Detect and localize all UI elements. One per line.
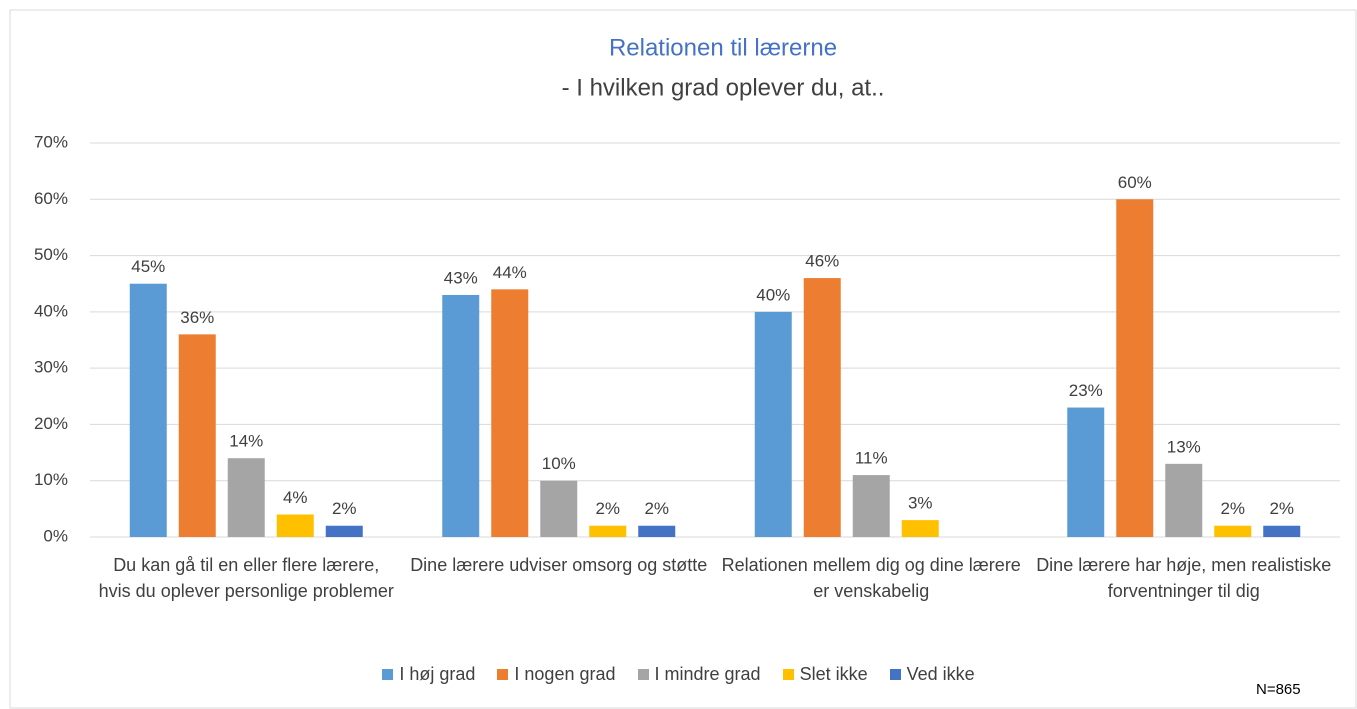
- data-label: 14%: [229, 432, 263, 451]
- data-label: 2%: [1269, 499, 1294, 518]
- legend-swatch: [382, 669, 394, 680]
- data-label: 10%: [542, 454, 576, 473]
- y-tick-label: 40%: [34, 301, 68, 320]
- legend-swatch: [497, 669, 509, 680]
- legend: I høj grad I nogen grad I mindre grad Slet …: [0, 664, 1357, 685]
- y-tick-label: 0%: [43, 526, 68, 545]
- bar: [325, 525, 363, 537]
- data-label: 4%: [283, 488, 308, 507]
- y-tick-label: 30%: [34, 358, 68, 377]
- bar: [442, 294, 480, 537]
- bar: [852, 475, 890, 537]
- y-tick-label: 20%: [34, 414, 68, 433]
- data-label: 2%: [332, 499, 357, 518]
- data-label: 2%: [1220, 499, 1245, 518]
- legend-item: Slet ikke: [782, 664, 868, 685]
- bar: [540, 480, 578, 537]
- y-tick-label: 50%: [34, 245, 68, 264]
- chart-subtitle: - I hvilken grad oplever du, at..: [562, 74, 885, 101]
- legend-label: I nogen grad: [514, 664, 616, 684]
- legend-item: I mindre grad: [637, 664, 761, 685]
- data-label: 45%: [131, 257, 165, 276]
- bar: [1214, 525, 1252, 537]
- data-label: 2%: [644, 499, 669, 518]
- bar: [589, 525, 627, 537]
- data-label: 36%: [180, 308, 214, 327]
- bar: [178, 334, 216, 537]
- data-label: 2%: [595, 499, 620, 518]
- data-label: 3%: [908, 494, 933, 513]
- bar: [1116, 199, 1154, 538]
- annotation: N=865: [1256, 681, 1301, 698]
- legend-label: I høj grad: [399, 664, 476, 684]
- legend-swatch: [637, 669, 649, 680]
- bar: [901, 520, 939, 537]
- data-label: 46%: [805, 252, 839, 271]
- x-tick-label: Relationen mellem dig og dine lærere er …: [721, 555, 1021, 601]
- legend-item: I nogen grad: [497, 664, 616, 685]
- legend-swatch: [889, 669, 901, 680]
- bar: [276, 514, 314, 537]
- legend-label: I mindre grad: [654, 664, 761, 684]
- x-tick-label: Dine lærere udviser omsorg og støtte: [410, 555, 708, 575]
- chart-border: [9, 9, 1357, 709]
- data-label: 40%: [756, 285, 790, 304]
- data-label: 44%: [493, 263, 527, 282]
- data-label: 13%: [1167, 437, 1201, 456]
- x-tick-label: Dine lærere har høje, men realistiske fo…: [1036, 555, 1332, 601]
- bar: [1263, 525, 1301, 537]
- bar: [638, 525, 676, 537]
- bar: [803, 278, 841, 537]
- bar: [129, 283, 167, 537]
- legend-label: Slet ikke: [799, 664, 868, 684]
- bar: [1165, 463, 1203, 537]
- y-tick-label: 10%: [34, 470, 68, 489]
- chart-title: Relationen til lærerne: [609, 34, 837, 61]
- data-label: 23%: [1069, 381, 1103, 400]
- bar: [227, 458, 265, 537]
- legend-label: Ved ikke: [906, 664, 975, 684]
- data-label: 60%: [1118, 173, 1152, 192]
- bar: [1067, 407, 1105, 537]
- legend-swatch: [782, 669, 794, 680]
- y-tick-label: 60%: [34, 189, 68, 208]
- x-tick-label: Du kan gå til en eller flere lærere, hvi…: [98, 555, 394, 601]
- y-tick-label: 70%: [34, 132, 68, 151]
- data-label: 43%: [444, 268, 478, 287]
- data-label: 11%: [855, 449, 888, 468]
- bar: [491, 289, 529, 537]
- legend-item: I høj grad: [382, 664, 475, 685]
- bar: [754, 311, 792, 537]
- legend-item: Ved ikke: [889, 664, 975, 685]
